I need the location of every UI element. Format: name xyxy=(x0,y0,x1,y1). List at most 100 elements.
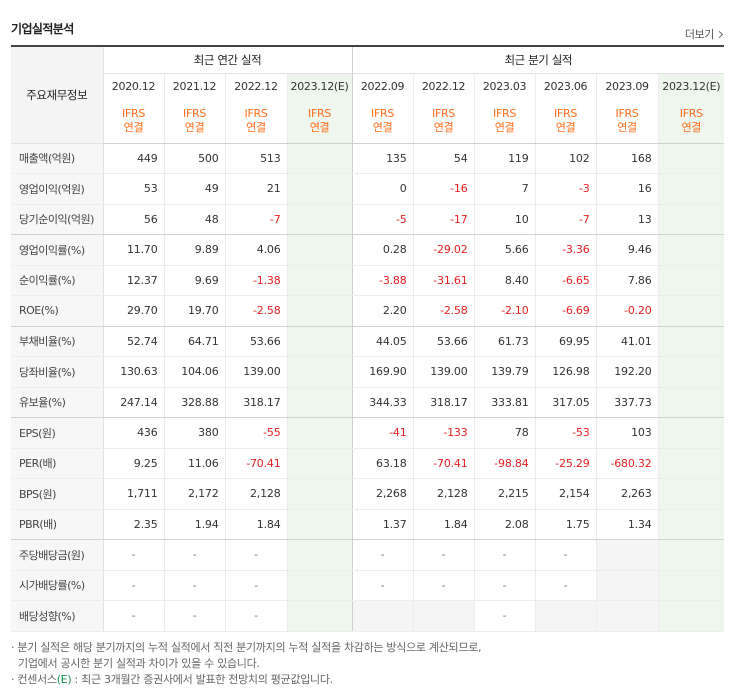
table-cell: -7 xyxy=(534,204,597,235)
table-cell xyxy=(657,234,725,266)
column-accounting-standard: IFRS 연결 xyxy=(657,100,725,144)
column-date: 2022.12 xyxy=(412,73,475,100)
row-label: 시가배당률(%) xyxy=(11,570,104,601)
table-cell: 1.75 xyxy=(534,509,597,540)
table-cell xyxy=(286,143,353,174)
row-label: PBR(배) xyxy=(11,509,104,540)
table-cell: 8.40 xyxy=(473,265,536,296)
table-row: 배당성향(%) - - - - xyxy=(11,600,725,632)
table-cell: 52.74 xyxy=(103,326,164,357)
row-label: BPS(원) xyxy=(11,478,104,510)
row-label: PER(배) xyxy=(11,448,104,479)
column-date: 2023.09 xyxy=(595,73,659,100)
table-cell: 56 xyxy=(103,204,164,235)
table-cell: -2.58 xyxy=(412,295,475,327)
consolidated-label: 연결 xyxy=(555,121,576,135)
table-cell: 344.33 xyxy=(351,387,414,418)
table-cell: 1.94 xyxy=(163,509,225,540)
table-cell: 130.63 xyxy=(103,356,164,388)
table-cell: - xyxy=(224,570,287,601)
table-cell: 333.81 xyxy=(473,387,536,418)
table-cell: 1.84 xyxy=(412,509,475,540)
footnote-quarterly: · 분기 실적은 해당 분기까지의 누적 실적에서 직전 분기까지의 누적 실적… xyxy=(11,641,482,654)
row-label: 매출액(억원) xyxy=(11,143,104,174)
table-cell xyxy=(286,173,353,205)
table-cell: -70.41 xyxy=(224,448,287,479)
table-cell xyxy=(286,600,353,632)
financial-table: 주요재무정보 최근 연간 실적 최근 분기 실적 2020.12 2021.12 2… xyxy=(11,45,725,632)
table-cell: -6.69 xyxy=(534,295,597,327)
table-row: 당좌비율(%) 130.63 104.06 139.00 169.90 139.00 139… xyxy=(11,356,725,388)
table-cell: 69.95 xyxy=(534,326,597,357)
table-cell: - xyxy=(163,539,225,571)
ifrs-label: IFRS xyxy=(244,107,268,121)
consolidated-label: 연결 xyxy=(309,121,330,135)
table-cell xyxy=(595,539,659,571)
consolidated-label: 연결 xyxy=(123,121,144,135)
table-cell: 139.79 xyxy=(473,356,536,388)
table-cell: 135 xyxy=(351,143,414,174)
table-cell xyxy=(657,204,725,235)
table-cell: - xyxy=(224,539,287,571)
table-cell: 247.14 xyxy=(103,387,164,418)
table-cell: 318.17 xyxy=(224,387,287,418)
table-cell: 102 xyxy=(534,143,597,174)
ifrs-label: IFRS xyxy=(371,107,395,121)
table-cell xyxy=(286,539,353,571)
table-cell xyxy=(657,387,725,418)
more-link[interactable]: 더보기 xyxy=(685,26,724,42)
table-cell xyxy=(286,570,353,601)
row-label: 당좌비율(%) xyxy=(11,356,104,388)
table-cell: -53 xyxy=(534,417,597,449)
table-cell: 41.01 xyxy=(595,326,659,357)
column-date: 2022.09 xyxy=(351,73,414,100)
table-cell xyxy=(286,265,353,296)
table-cell xyxy=(286,356,353,388)
table-cell: - xyxy=(103,539,164,571)
table-cell: 169.90 xyxy=(351,356,414,388)
section-title: 기업실적분석 xyxy=(11,22,74,36)
table-cell: 64.71 xyxy=(163,326,225,357)
table-cell: 104.06 xyxy=(163,356,225,388)
consensus-mark: (E) xyxy=(56,673,72,686)
table-cell xyxy=(657,539,725,571)
chevron-right-icon xyxy=(715,30,724,38)
table-cell: 0 xyxy=(351,173,414,205)
table-cell: -41 xyxy=(351,417,414,449)
consensus-label: · 컨센서스 xyxy=(11,673,57,686)
consolidated-label: 연결 xyxy=(617,121,637,135)
ifrs-label: IFRS xyxy=(554,107,578,121)
table-cell: - xyxy=(473,570,536,601)
table-cell: -3 xyxy=(534,173,597,205)
table-cell: -680.32 xyxy=(595,448,659,479)
table-cell xyxy=(286,509,353,540)
table-cell: 103 xyxy=(595,417,659,449)
table-cell: 380 xyxy=(163,417,225,449)
column-accounting-standard: IFRS 연결 xyxy=(595,100,659,144)
table-cell xyxy=(657,448,725,479)
table-cell: 7.86 xyxy=(595,265,659,296)
footnote-consensus: · 컨센서스(E) : 최근 3개월간 증권사에서 발표한 전망치의 평균값입니… xyxy=(11,672,481,688)
table-cell: - xyxy=(412,539,475,571)
label-column-header: 주요재무정보 xyxy=(11,46,104,144)
ifrs-label: IFRS xyxy=(432,107,456,121)
column-accounting-standard: IFRS 연결 xyxy=(163,100,225,144)
table-cell: 449 xyxy=(103,143,164,174)
table-cell: -7 xyxy=(224,204,287,235)
table-cell: - xyxy=(103,570,164,601)
ifrs-label: IFRS xyxy=(493,107,517,121)
table-cell: 318.17 xyxy=(412,387,475,418)
table-cell: 44.05 xyxy=(351,326,414,357)
column-accounting-standard: IFRS 연결 xyxy=(103,100,164,144)
column-accounting-standard: IFRS 연결 xyxy=(224,100,287,144)
table-cell xyxy=(595,600,659,632)
table-cell xyxy=(412,600,475,632)
table-row: 유보율(%) 247.14 328.88 318.17 344.33 318.17 333.… xyxy=(11,387,725,418)
table-cell: -133 xyxy=(412,417,475,449)
table-cell xyxy=(286,387,353,418)
table-cell: -0.20 xyxy=(595,295,659,327)
column-date: 2021.12 xyxy=(163,73,225,100)
table-cell: 12.37 xyxy=(103,265,164,296)
table-cell: 2.35 xyxy=(103,509,164,540)
table-cell xyxy=(286,204,353,235)
